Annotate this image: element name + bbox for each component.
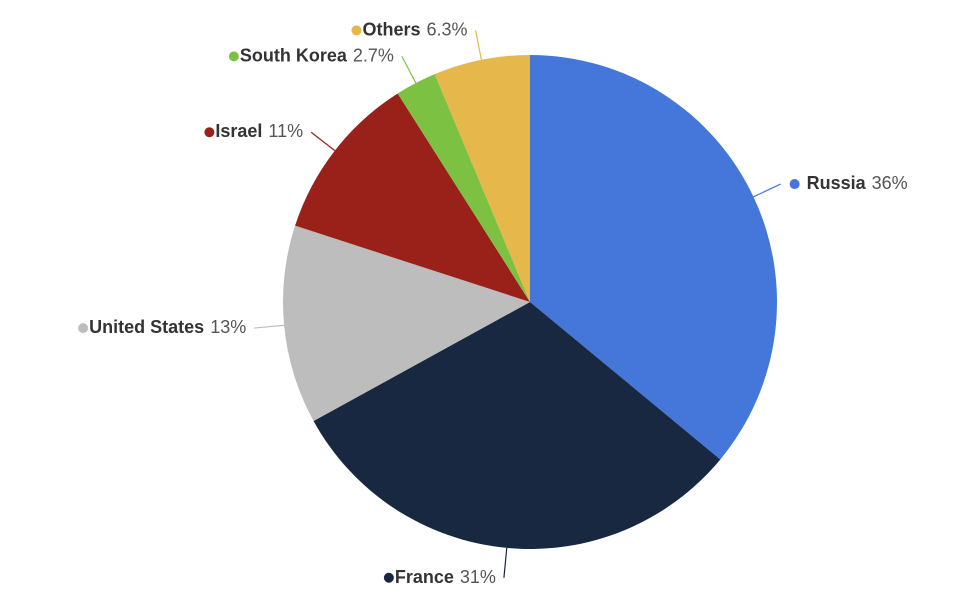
leader-line	[503, 547, 508, 578]
legend-dot	[204, 127, 215, 138]
value-label: 13%	[210, 317, 246, 337]
category-name: United States	[89, 317, 204, 337]
slice-label: Russia 36%	[807, 173, 908, 193]
pie-slice	[295, 93, 530, 302]
legend-dot	[789, 179, 800, 190]
legend-dot	[383, 572, 394, 583]
slice-label: United States 13%	[89, 317, 246, 337]
category-name: South Korea	[240, 45, 348, 65]
legend-dot	[78, 323, 89, 334]
leader-line	[474, 30, 483, 60]
value-label: 31%	[460, 567, 496, 587]
leader-line	[254, 324, 285, 329]
legend-dot	[228, 51, 239, 62]
pie-slice	[397, 74, 530, 303]
slice-label: Israel 11%	[215, 121, 303, 141]
category-name: Israel	[215, 121, 262, 141]
pie-slice	[283, 225, 530, 421]
pie-slice	[530, 55, 777, 460]
category-name: Others	[362, 19, 420, 39]
category-name: France	[395, 567, 454, 587]
leader-line	[310, 131, 336, 152]
pie-slice	[313, 302, 721, 550]
slice-label: Others 6.3%	[362, 19, 467, 39]
slice-label: France 31%	[395, 567, 496, 587]
pie-slice	[434, 55, 530, 302]
value-label: 11%	[268, 121, 303, 141]
slice-label: South Korea 2.7%	[240, 45, 394, 65]
value-label: 2.7%	[353, 45, 394, 65]
value-label: 6.3%	[427, 19, 468, 39]
leader-line	[401, 56, 417, 84]
category-name: Russia	[807, 173, 867, 193]
legend-dot	[351, 25, 362, 36]
value-label: 36%	[872, 173, 908, 193]
leader-line	[753, 183, 781, 198]
